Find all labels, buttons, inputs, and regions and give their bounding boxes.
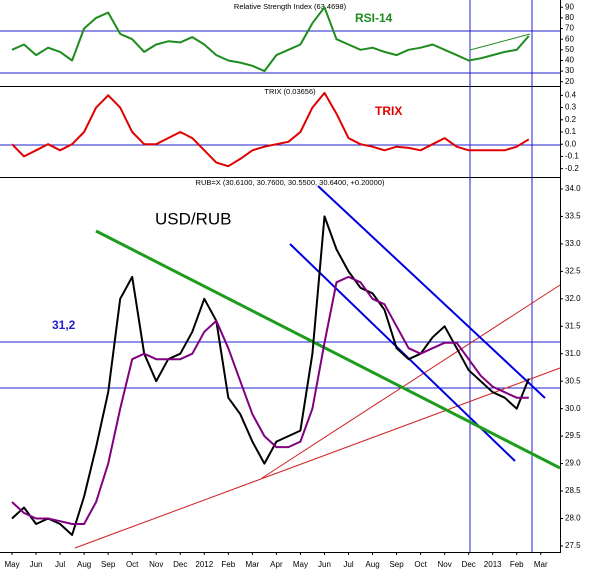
x-tick-label: Feb (221, 560, 235, 569)
x-tick-label: Mar (534, 560, 548, 569)
trix-label: TRIX (375, 104, 402, 118)
x-tick-label: Feb (510, 560, 524, 569)
y-tick-label: 20 (565, 77, 574, 86)
x-tick-label: Sep (101, 560, 116, 569)
y-tick-label: 70 (565, 24, 574, 33)
y-tick-label: -0.2 (565, 164, 579, 173)
y-tick-label: 0.1 (565, 127, 577, 136)
y-tick-label: 29.0 (565, 459, 581, 468)
y-tick-label: 0.3 (565, 103, 577, 112)
panel-borders (0, 0, 561, 553)
y-tick-label: 0.4 (565, 90, 577, 99)
y-tick-label: 30.0 (565, 404, 581, 413)
trendlines (74, 33, 561, 549)
x-tick-label: Oct (126, 560, 139, 569)
x-tick-label: Dec (173, 560, 187, 569)
x-tick-label: Mar (245, 560, 259, 569)
pair-label: USD/RUB (155, 209, 232, 228)
reference-lines (0, 0, 560, 552)
y-tick-label: 34.0 (565, 184, 581, 193)
rsi-title: Relative Strength Index (63.4698) (234, 2, 347, 11)
x-tick-label: May (293, 560, 308, 569)
x-tick-label: Nov (438, 560, 452, 569)
x-tick-label: Jul (55, 560, 65, 569)
y-tick-label: 27.5 (565, 541, 581, 550)
series-line (11, 6, 530, 73)
trix-title: TRIX (0.03656) (264, 87, 316, 96)
y-tick-label: 0.2 (565, 115, 577, 124)
x-tick-label: 2012 (195, 560, 213, 569)
series-line (11, 215, 530, 536)
y-tick-label: 90 (565, 2, 574, 11)
y-tick-label: 30.5 (565, 376, 581, 385)
y-tick-label: 60 (565, 34, 574, 43)
x-tick-label: Jul (343, 560, 353, 569)
x-tick-label: Oct (414, 560, 427, 569)
rsi-label: RSI-14 (355, 11, 393, 25)
x-tick-label: Dec (462, 560, 476, 569)
x-tick-label: 2013 (484, 560, 502, 569)
y-tick-label: 33.0 (565, 239, 581, 248)
y-tick-label: 0.0 (565, 139, 577, 148)
level-label: 31,2 (52, 318, 76, 332)
y-tick-label: 33.5 (565, 212, 581, 221)
x-tick-label: Jun (30, 560, 43, 569)
y-tick-label: -0.1 (565, 152, 579, 161)
x-tick-label: Apr (270, 560, 283, 569)
series-line (11, 91, 530, 168)
y-tick-label: 28.5 (565, 486, 581, 495)
y-tick-label: 28.0 (565, 514, 581, 523)
x-tick-label: Jun (318, 560, 331, 569)
x-tick-label: Sep (389, 560, 404, 569)
y-tick-label: 50 (565, 45, 574, 54)
series-line (11, 275, 529, 525)
x-tick-label: Nov (149, 560, 163, 569)
y-tick-label: 32.0 (565, 294, 581, 303)
y-tick-label: 30 (565, 66, 574, 75)
y-tick-label: 29.5 (565, 431, 581, 440)
price-title: RUB=X (30.6100, 30.7600, 30.5500, 30.640… (196, 178, 385, 187)
y-tick-label: 40 (565, 56, 574, 65)
x-tick-label: Aug (365, 560, 379, 569)
y-tick-label: 31.5 (565, 321, 581, 330)
x-tick-label: May (4, 560, 19, 569)
y-tick-label: 80 (565, 13, 574, 22)
y-tick-label: 31.0 (565, 349, 581, 358)
y-tick-label: 32.5 (565, 266, 581, 275)
x-tick-label: Aug (77, 560, 91, 569)
